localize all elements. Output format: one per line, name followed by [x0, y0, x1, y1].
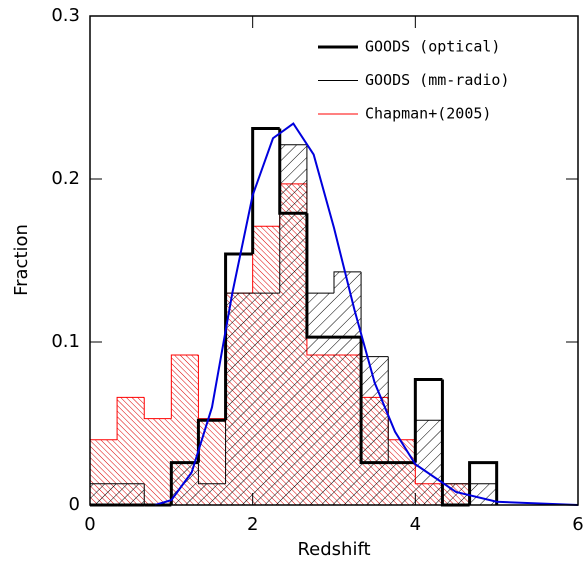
x-tick-label: 6 [572, 514, 583, 535]
plot-frame [89, 15, 579, 506]
y-tick-label: 0 [69, 494, 80, 515]
bar-outline [116, 396, 145, 440]
legend-label: Chapman+(2005) [365, 105, 491, 123]
x-axis-label: Redshift [297, 539, 370, 560]
x-tick-label: 4 [410, 514, 421, 535]
legend-label: GOODS (optical) [365, 38, 500, 56]
bar [171, 462, 199, 505]
bar [90, 483, 118, 505]
bar [334, 271, 362, 505]
bar [279, 144, 307, 505]
bar [415, 420, 443, 505]
y-tick-label: 0.2 [51, 168, 80, 189]
bar-outline [413, 377, 443, 463]
bar-outline [305, 213, 334, 339]
bar [198, 483, 226, 505]
bar-outline [441, 420, 470, 485]
bar [252, 293, 280, 505]
bar [225, 293, 253, 505]
y-tick-label: 0.1 [51, 331, 80, 352]
bar [117, 483, 145, 505]
x-tick-label: 0 [84, 514, 95, 535]
y-axis-label: Fraction [11, 224, 32, 296]
bar-outline [251, 126, 280, 254]
bar-outline [143, 397, 172, 420]
bar-outline [224, 252, 253, 421]
bar-outline [333, 271, 362, 294]
bar-outline [170, 354, 199, 419]
bar [361, 356, 389, 505]
bar-outline [197, 462, 226, 485]
bar-outline [387, 397, 416, 441]
bar-outline [468, 461, 499, 505]
bar-outline [306, 144, 334, 294]
bar [144, 418, 172, 505]
x-tick-label: 2 [247, 514, 258, 535]
y-tick-label: 0.3 [51, 5, 80, 26]
bar [388, 462, 416, 505]
bar [469, 483, 497, 505]
bar-outline [197, 355, 226, 420]
bar-outline [278, 128, 307, 215]
bar [442, 483, 470, 505]
bar-outline [360, 271, 389, 358]
bar-outline [169, 461, 199, 505]
bar-outline [359, 337, 389, 465]
legend-label: GOODS (mm-radio) [365, 71, 510, 89]
bar [306, 293, 334, 505]
fit-curve [154, 122, 579, 506]
